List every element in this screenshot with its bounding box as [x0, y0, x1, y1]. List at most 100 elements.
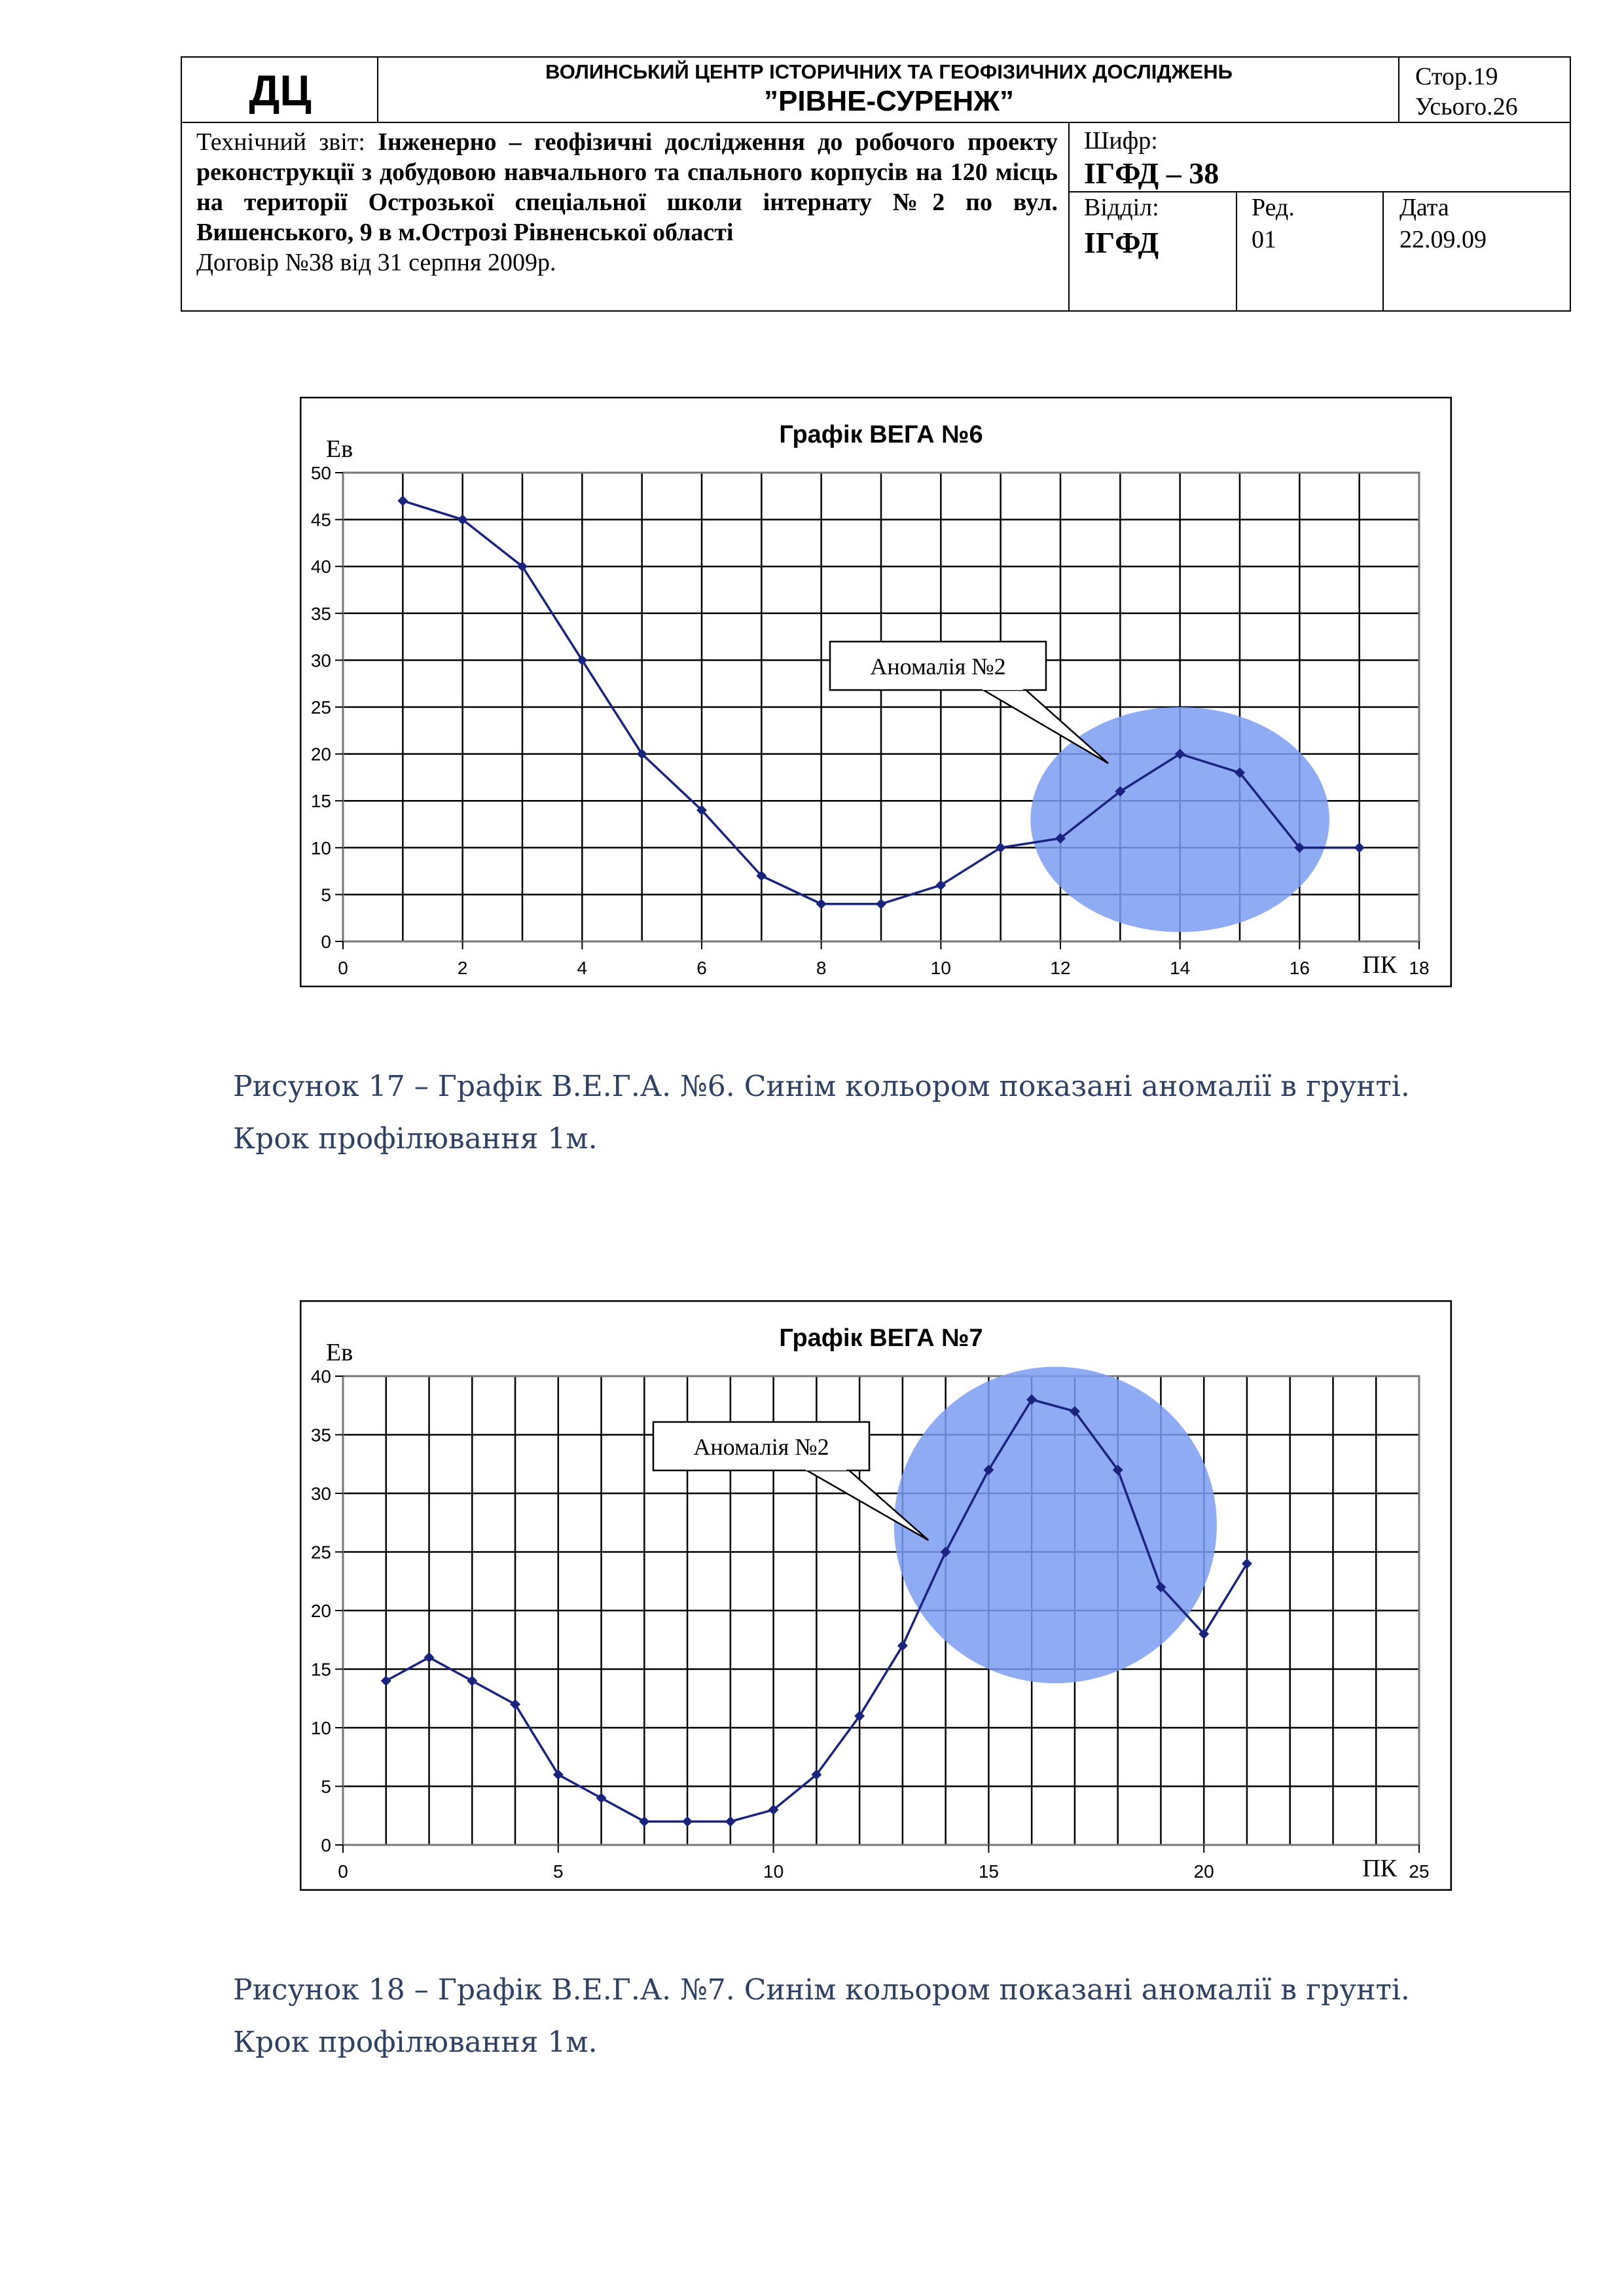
- data-point: [1354, 842, 1365, 853]
- data-point: [876, 898, 886, 909]
- document-header: ДЦ ВОЛИНСЬКИЙ ЦЕНТР ІСТОРИЧНИХ ТА ГЕОФІЗ…: [181, 56, 1571, 312]
- x-tick-label: 20: [1194, 1861, 1214, 1882]
- data-point: [636, 748, 647, 759]
- x-tick-label: 0: [338, 1861, 348, 1882]
- y-tick-label: 45: [311, 510, 331, 530]
- data-point: [457, 514, 468, 525]
- data-point: [596, 1793, 607, 1804]
- x-tick-label: 18: [1409, 958, 1429, 978]
- chart-frame: [300, 1300, 1452, 1891]
- y-tick-label: 35: [311, 1425, 331, 1446]
- data-point: [1241, 1558, 1252, 1569]
- x-tick-label: 8: [816, 958, 827, 978]
- data-point: [424, 1652, 435, 1663]
- chart-vega-7: 0 5 10 15 20 25 30 35 40 0 5 10 15 20 25 Аномалія №2 Гра…: [300, 1300, 1452, 1891]
- chart-title: Графік ВЕГА №6: [779, 421, 983, 448]
- x-tick-label: 2: [458, 958, 468, 978]
- contract-line: Договір №38 від 31 серпня 2009р.: [196, 249, 556, 276]
- data-point: [1026, 1394, 1038, 1405]
- y-tick-label: 0: [321, 1835, 331, 1855]
- data-point: [467, 1675, 478, 1686]
- x-tick-label: 12: [1050, 958, 1070, 978]
- y-tick-label: 30: [311, 1484, 331, 1504]
- x-tick-label: 5: [553, 1861, 564, 1882]
- page-total: Усього.26: [1415, 93, 1518, 120]
- x-axis-label: ПК: [1362, 1855, 1397, 1882]
- data-point: [935, 880, 947, 891]
- department-label: Відділ:: [1084, 194, 1159, 221]
- data-point: [552, 1769, 564, 1780]
- revision-label: Ред.: [1252, 194, 1295, 221]
- data-point: [983, 1465, 994, 1476]
- y-tick-label: 5: [321, 884, 331, 905]
- data-point: [1155, 1582, 1166, 1593]
- dc-logo: ДЦ: [249, 66, 312, 115]
- data-point: [517, 561, 528, 572]
- code-value: ІГФД – 38: [1084, 156, 1219, 190]
- y-tick-label: 40: [311, 1366, 331, 1387]
- data-point: [639, 1816, 650, 1827]
- organization-name: ВОЛИНСЬКИЙ ЦЕНТР ІСТОРИЧНИХ ТА ГЕОФІЗИЧН…: [378, 58, 1399, 123]
- data-point: [696, 805, 707, 816]
- callout-box: [652, 1421, 871, 1472]
- data-point: [1112, 1465, 1123, 1476]
- y-tick-label: 40: [311, 556, 331, 577]
- y-tick-label: 10: [311, 1718, 331, 1738]
- chart-vega-6: 0 5 10 15 20 25 30 35 40 45 50 0 2 4 6 8 10 12 14 16 18 Анома…: [300, 397, 1452, 987]
- x-tick-label: 25: [1409, 1861, 1429, 1882]
- callout-joint: [983, 686, 1023, 690]
- anomaly-ellipse: [1030, 707, 1329, 932]
- page-number: Стор.19: [1415, 63, 1498, 90]
- data-point: [1294, 842, 1305, 853]
- chart-title: Графік ВЕГА №7: [779, 1324, 983, 1352]
- data-point: [577, 655, 588, 666]
- y-tick-label: 30: [311, 650, 331, 670]
- callout-text: Аномалія №2: [693, 1434, 829, 1460]
- y-axis-label: Ев: [326, 1339, 353, 1366]
- report-title: Інженерно – геофізичні дослідження до ро…: [196, 128, 1058, 246]
- data-point: [816, 898, 827, 909]
- date-label: Дата: [1399, 194, 1449, 221]
- y-tick-label: 0: [321, 932, 331, 952]
- data-point: [811, 1769, 822, 1780]
- x-tick-label: 10: [763, 1861, 784, 1882]
- y-tick-label: 20: [311, 744, 331, 765]
- x-axis-label: ПК: [1362, 951, 1397, 979]
- data-point: [725, 1816, 736, 1827]
- data-point: [380, 1675, 391, 1686]
- data-point: [510, 1699, 521, 1710]
- page-info: Стор.19 Усього.26: [1399, 58, 1572, 123]
- data-point: [1174, 748, 1185, 759]
- callout-text: Аномалія №2: [870, 653, 1005, 680]
- data-point: [1235, 767, 1245, 778]
- y-tick-label: 15: [311, 791, 331, 811]
- y-tick-label: 5: [321, 1777, 331, 1797]
- chart-vega-6-svg: 0 5 10 15 20 25 30 35 40 45 50 0 2 4 6 8 10 12 14 16 18 Анома…: [300, 397, 1452, 987]
- y-tick-label: 10: [311, 838, 331, 858]
- y-tick-label: 15: [311, 1660, 331, 1680]
- x-tick-label: 14: [1170, 958, 1190, 978]
- data-point: [854, 1711, 865, 1722]
- x-tick-label: 10: [931, 958, 951, 978]
- x-tick-label: 0: [338, 958, 348, 978]
- report-description: Технічний звіт: Інженерно – геофізичні д…: [182, 123, 1070, 313]
- grid: [342, 471, 1420, 943]
- data-point: [682, 1816, 693, 1827]
- callout-joint: [806, 1467, 846, 1470]
- department-value: ІГФД: [1084, 226, 1159, 259]
- x-tick-label: 4: [577, 958, 588, 978]
- x-tick-label: 16: [1290, 958, 1310, 978]
- date-value: 22.09.09: [1399, 226, 1487, 253]
- data-point: [768, 1804, 779, 1815]
- data-point: [1115, 786, 1126, 797]
- revision-value: 01: [1252, 226, 1276, 253]
- y-tick-label: 25: [311, 1542, 331, 1563]
- x-tick-label: 6: [696, 958, 707, 978]
- data-point: [1199, 1628, 1210, 1639]
- data-point: [940, 1546, 951, 1558]
- x-tick-label: 15: [979, 1861, 999, 1882]
- organization-line-1: ВОЛИНСЬКИЙ ЦЕНТР ІСТОРИЧНИХ ТА ГЕОФІЗИЧН…: [545, 60, 1233, 83]
- chart-vega-7-svg: 0 5 10 15 20 25 30 35 40 0 5 10 15 20 25 Аномалія №2 Гра…: [300, 1300, 1452, 1891]
- code-label: Шифр:: [1084, 127, 1158, 155]
- data-point: [995, 842, 1006, 853]
